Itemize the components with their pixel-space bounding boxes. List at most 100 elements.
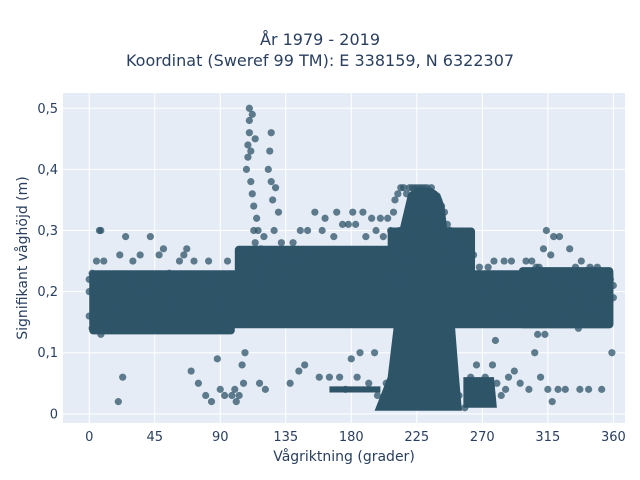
- data-point: [277, 239, 285, 247]
- data-point: [539, 245, 548, 253]
- data-point: [172, 275, 181, 283]
- data-points: [85, 104, 617, 412]
- data-point: [583, 300, 591, 308]
- x-tick-label: 360: [601, 430, 626, 445]
- data-point: [469, 251, 478, 259]
- data-point: [218, 300, 226, 308]
- data-point: [85, 288, 93, 296]
- data-point: [223, 257, 232, 265]
- data-point: [516, 379, 524, 387]
- data-point: [242, 165, 251, 173]
- data-point: [475, 263, 484, 271]
- data-point: [349, 208, 357, 216]
- data-point: [365, 379, 373, 387]
- data-point: [446, 226, 454, 235]
- data-point: [394, 190, 402, 198]
- data-point: [550, 233, 558, 241]
- density-peak: [329, 386, 381, 393]
- data-point: [445, 245, 453, 253]
- data-point: [245, 116, 253, 125]
- data-point: [488, 361, 497, 369]
- data-point: [542, 226, 550, 235]
- data-point: [433, 226, 441, 235]
- chart-title: År 1979 - 2019: [260, 30, 380, 49]
- data-point: [338, 220, 347, 228]
- x-tick-label: 0: [85, 430, 93, 445]
- data-point: [175, 257, 184, 265]
- x-tick-label: 180: [339, 430, 364, 445]
- data-point: [359, 208, 367, 216]
- data-point: [519, 306, 527, 314]
- data-point: [593, 263, 601, 271]
- data-point: [391, 196, 399, 204]
- data-point: [564, 300, 572, 308]
- data-point: [440, 208, 449, 216]
- data-point: [247, 178, 255, 186]
- data-point: [404, 257, 412, 265]
- data-point: [235, 391, 243, 400]
- data-point: [490, 257, 498, 265]
- data-point: [238, 361, 246, 369]
- data-point: [510, 367, 518, 375]
- data-point: [379, 233, 387, 241]
- data-point: [609, 294, 617, 302]
- y-tick-label: 0,4: [37, 163, 58, 178]
- data-point: [382, 379, 390, 387]
- data-point: [116, 251, 124, 259]
- data-point: [458, 245, 466, 253]
- data-point: [496, 275, 504, 283]
- data-point: [244, 141, 252, 149]
- data-point: [241, 349, 249, 357]
- data-point: [242, 318, 251, 326]
- data-point: [122, 233, 130, 241]
- data-point: [248, 190, 256, 198]
- data-point: [407, 202, 415, 210]
- data-point: [254, 226, 262, 235]
- data-point: [528, 257, 536, 265]
- data-point: [499, 312, 507, 320]
- data-point: [504, 373, 513, 381]
- data-point: [372, 226, 380, 235]
- x-tick-label: 225: [404, 430, 429, 445]
- data-point: [204, 257, 213, 265]
- data-point: [429, 208, 437, 216]
- data-point: [85, 312, 93, 320]
- x-tick-label: 45: [146, 430, 163, 445]
- data-point: [253, 214, 261, 222]
- tick-labels: 0 45 90 135 180 225 270 315 360 0 0,1 0,2 0,3 0,4 0,5: [37, 102, 625, 445]
- data-point: [333, 208, 341, 216]
- data-point: [449, 239, 457, 247]
- data-point: [384, 214, 392, 222]
- data-point: [370, 349, 379, 357]
- data-point: [609, 281, 617, 290]
- data-point: [362, 233, 370, 241]
- data-point: [140, 288, 149, 296]
- data-point: [398, 275, 406, 283]
- data-point: [541, 330, 549, 338]
- x-tick-label: 135: [273, 430, 298, 445]
- data-point: [500, 257, 508, 265]
- data-point: [536, 373, 545, 381]
- data-point: [356, 349, 364, 357]
- data-point: [231, 385, 239, 393]
- x-tick-label: 270: [470, 430, 495, 445]
- data-point: [325, 373, 334, 381]
- data-point: [577, 257, 585, 265]
- data-point: [88, 269, 96, 277]
- density-band: [234, 245, 395, 323]
- data-point: [267, 129, 275, 137]
- data-point: [554, 385, 562, 393]
- data-point: [286, 379, 294, 387]
- data-point: [155, 251, 163, 259]
- data-point: [386, 226, 395, 235]
- y-tick-label: 0,3: [37, 224, 58, 239]
- data-point: [143, 318, 152, 326]
- data-point: [493, 379, 501, 387]
- chart-subtitle: Koordinat (Sweref 99 TM): E 338159, N 63…: [125, 51, 515, 70]
- data-point: [576, 385, 584, 393]
- data-point: [318, 226, 326, 235]
- data-point: [271, 184, 280, 192]
- data-point: [247, 147, 255, 155]
- data-point: [311, 208, 319, 216]
- data-point: [263, 251, 271, 259]
